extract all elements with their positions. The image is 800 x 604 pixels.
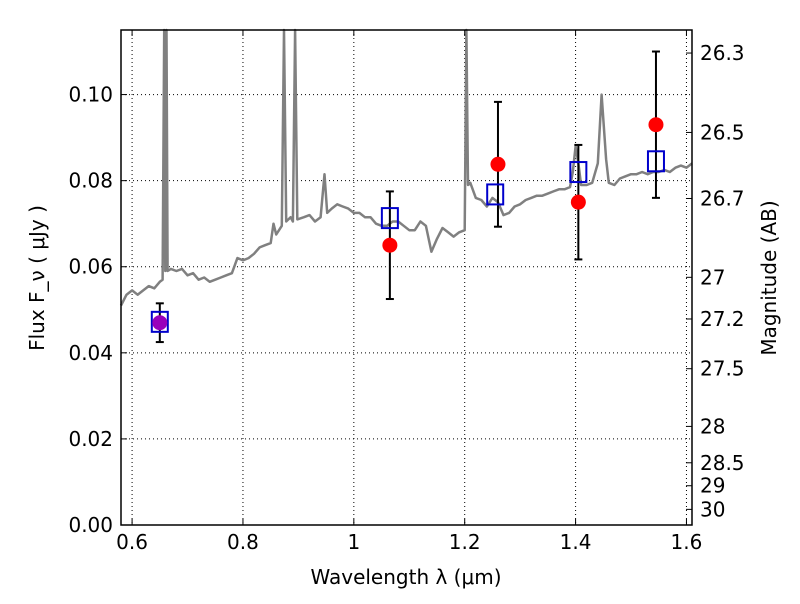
model-point bbox=[380, 207, 399, 230]
right-tick-label: 27.2 bbox=[700, 307, 745, 331]
x-tick-label: 1.2 bbox=[449, 530, 481, 554]
y-tick-label: 0.02 bbox=[68, 427, 113, 451]
right-tick-label: 30 bbox=[700, 497, 725, 521]
model-spectrum-line bbox=[119, 28, 693, 307]
plot-frame bbox=[120, 29, 693, 526]
y-axis-title: Flux F_ν ( μJy ) bbox=[25, 205, 49, 351]
y-tick-label: 0.04 bbox=[68, 341, 113, 365]
y-axis-right-title: Magnitude (AB) bbox=[757, 200, 781, 355]
grid bbox=[121, 30, 692, 526]
model-point bbox=[486, 183, 505, 206]
right-tick-label: 26.7 bbox=[700, 186, 745, 210]
model-point bbox=[150, 310, 169, 333]
right-tick-label: 26.3 bbox=[700, 41, 745, 65]
right-tick-label: 27.5 bbox=[700, 357, 745, 381]
x-tick-label: 1.6 bbox=[671, 530, 703, 554]
right-tick-label: 26.5 bbox=[700, 120, 745, 144]
right-tick-label: 28 bbox=[700, 414, 725, 438]
right-tick-label: 29 bbox=[700, 474, 725, 498]
model-point bbox=[569, 161, 588, 184]
model-point bbox=[646, 150, 665, 173]
x-axis: 0.6 0.8 1 1.2 1.4 1.6 bbox=[116, 30, 702, 554]
x-axis-title: Wavelength λ (μm) bbox=[310, 565, 501, 589]
y-tick-label: 0.00 bbox=[68, 513, 113, 537]
spectrum-layer bbox=[119, 28, 693, 307]
x-tick-label: 0.6 bbox=[116, 530, 148, 554]
x-tick-label: 0.8 bbox=[227, 530, 259, 554]
observed-point bbox=[490, 156, 506, 172]
y-tick-label: 0.06 bbox=[68, 255, 113, 279]
x-tick-label: 1 bbox=[347, 530, 360, 554]
observed-point bbox=[648, 117, 664, 133]
right-tick-label: 27 bbox=[700, 265, 725, 289]
observed-point bbox=[570, 194, 586, 210]
model-points bbox=[150, 150, 665, 333]
right-tick-label: 28.5 bbox=[700, 451, 745, 475]
observed-points bbox=[152, 117, 664, 331]
x-tick-label: 1.4 bbox=[560, 530, 592, 554]
y-axis-left: 0.00 0.02 0.04 0.06 0.08 0.10 bbox=[68, 83, 127, 537]
y-tick-label: 0.08 bbox=[68, 169, 113, 193]
y-tick-label: 0.10 bbox=[68, 83, 113, 107]
observed-point bbox=[152, 315, 168, 331]
errorbars bbox=[155, 50, 660, 344]
observed-point bbox=[382, 237, 398, 253]
